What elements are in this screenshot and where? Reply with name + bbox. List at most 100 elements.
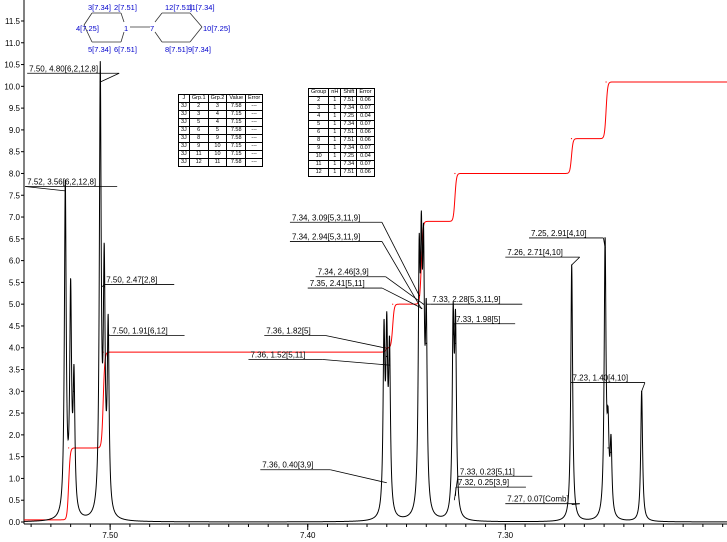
peak-annotation-leader xyxy=(108,334,111,336)
coupling-table-cell: 3J xyxy=(178,110,190,119)
integral-step-point xyxy=(605,81,607,83)
atom-label: 12[7.51] xyxy=(165,3,192,12)
y-tick-label: 2.0 xyxy=(9,431,21,440)
y-tick-label: 5.5 xyxy=(9,278,21,287)
coupling-table-cell: --- xyxy=(245,134,264,143)
peak-annotation-label: 7.33, 2.28[5,3,11,9] xyxy=(432,295,500,304)
y-tick-label: 2.5 xyxy=(9,409,21,418)
shift-table-cell: 0.06 xyxy=(356,128,375,137)
molecule-bond xyxy=(120,12,125,23)
shift-table-row: 12 1 7.51 0.06 xyxy=(307,168,375,177)
coupling-table-row: 3J 11 10 7.15 --- xyxy=(178,150,264,159)
shift-table-cell: 7.34 xyxy=(340,104,358,113)
shift-table-row: 10 1 7.25 0.04 xyxy=(307,152,375,161)
coupling-table-cell: --- xyxy=(245,110,264,119)
coupling-table: J Grp.1 Grp.2 Value Error 3J 2 3 7.58 --- 3J 3 4 7.1… xyxy=(178,94,264,167)
shift-table-row: 2 1 7.51 0.06 xyxy=(307,96,375,105)
coupling-table-cell: --- xyxy=(245,158,264,167)
shift-table-row: 6 1 7.51 0.06 xyxy=(307,128,375,137)
shift-table-cell: 0.07 xyxy=(356,104,375,113)
coupling-table-cell: 6 xyxy=(188,126,209,135)
spectrum-trace xyxy=(24,61,727,523)
coupling-table-cell: 7.15 xyxy=(226,150,247,159)
molecule-bond xyxy=(154,12,163,23)
coupling-table-cell: --- xyxy=(245,142,264,151)
peak-annotations: 7.52, 3.56[6,2,12,8] 7.50, 4.80[6,2,12,8]… xyxy=(25,64,646,505)
integral-step-point xyxy=(454,172,456,175)
peak-annotation-label: 7.50, 4.80[6,2,12,8] xyxy=(29,64,98,73)
coupling-table-row: 3J 5 4 7.15 --- xyxy=(178,118,264,127)
shift-table-cell: 1 xyxy=(328,168,342,177)
coupling-table-cell: 9 xyxy=(188,142,209,151)
coupling-table-cell: 4 xyxy=(207,110,228,119)
coupling-table-row: 3J 9 10 7.15 --- xyxy=(178,142,264,151)
peak-annotation-leader xyxy=(322,359,390,366)
peak-annotation-leader xyxy=(603,237,606,248)
coupling-table-row: 3J 3 4 7.15 --- xyxy=(178,110,264,119)
coupling-table-cell: --- xyxy=(245,126,264,135)
shift-table-cell: 4 xyxy=(307,112,330,121)
molecule-bond xyxy=(83,12,93,26)
coupling-table-cell: 12 xyxy=(188,158,209,167)
shift-table-cell: 7.34 xyxy=(340,120,358,129)
coupling-table-header-cell: Grp.2 xyxy=(207,94,228,103)
integral-line xyxy=(24,81,727,521)
y-tick-label: 4.5 xyxy=(9,322,21,331)
atom-label: 3[7.34] xyxy=(88,3,111,12)
shift-table-cell: 0.04 xyxy=(356,112,375,121)
shift-table-cell: 0.07 xyxy=(356,144,375,153)
molecule-bond xyxy=(189,12,203,28)
peak-annotation-leader xyxy=(100,72,120,83)
coupling-table-cell: --- xyxy=(245,150,264,159)
peak-annotation-leader xyxy=(381,222,420,296)
coupling-table-cell: 3J xyxy=(178,150,190,159)
integral-step-point xyxy=(68,447,70,449)
x-tick-label: 7.50 xyxy=(102,531,118,540)
y-tick-label: 6.5 xyxy=(9,235,21,244)
y-tick-label: 7.0 xyxy=(9,213,21,222)
y-tick-label: 9.5 xyxy=(9,104,21,113)
coupling-table-cell: 3J xyxy=(178,126,190,135)
shift-table-cell: 8 xyxy=(307,136,330,145)
coupling-table-row: 3J 6 5 7.58 --- xyxy=(178,126,264,135)
peak-annotation-label: 7.32, 0.25[3,9] xyxy=(458,478,509,487)
peak-annotation-label: 7.36, 0.40[3,9] xyxy=(262,461,313,470)
shift-table-cell: 1 xyxy=(328,144,342,153)
peak-annotation-leader xyxy=(571,256,580,266)
shift-table-cell: 12 xyxy=(307,168,330,177)
coupling-table-cell: 7.15 xyxy=(226,142,247,151)
coupling-table-cell: 10 xyxy=(207,142,228,151)
molecule-bond xyxy=(189,26,203,43)
shift-table-cell: 7.51 xyxy=(340,136,358,145)
peak-annotation-leader xyxy=(325,335,385,349)
atom-label: 10[7.25] xyxy=(203,24,230,33)
peak-annotation-label: 7.33, 1.98[5] xyxy=(456,315,500,324)
y-tick-label: 3.5 xyxy=(9,366,21,375)
peak-annotation-label: 7.23, 1.40[4,10] xyxy=(573,374,629,383)
coupling-table-cell: 7.15 xyxy=(226,118,247,127)
atom-label: 9[7.34] xyxy=(188,45,211,54)
spectrum-peak-point xyxy=(386,355,388,358)
spectrum-peak-point xyxy=(454,342,457,344)
atom-label: 7 xyxy=(150,24,154,33)
peak-annotation-label: 7.26, 2.71[4,10] xyxy=(507,248,563,257)
coupling-table-cell: --- xyxy=(245,102,264,111)
shift-table-cell: 1 xyxy=(328,152,342,161)
peak-annotation-label: 7.36, 1.82[5] xyxy=(266,327,310,336)
coupling-table-cell: 9 xyxy=(207,134,228,143)
coupling-table-cell: 3J xyxy=(178,118,190,127)
coupling-table-cell: 11 xyxy=(188,150,209,159)
coupling-table-cell: 3J xyxy=(178,134,190,143)
shift-table-cell: 5 xyxy=(307,120,330,129)
coupling-table-cell: 3J xyxy=(178,158,190,167)
coupling-table-header-cell: Error xyxy=(245,94,264,103)
molecule-bond xyxy=(154,31,163,43)
shift-table-cell: 1 xyxy=(328,128,342,137)
integral-step-point xyxy=(392,303,394,305)
atom-label: 11[7.34] xyxy=(188,3,215,12)
spectrum-peak-point xyxy=(610,451,612,453)
atom-label: 1 xyxy=(124,24,128,33)
coupling-table-cell: 11 xyxy=(207,158,228,167)
shift-table-cell: 1 xyxy=(328,112,342,121)
shift-table-cell: 0.06 xyxy=(356,136,375,145)
